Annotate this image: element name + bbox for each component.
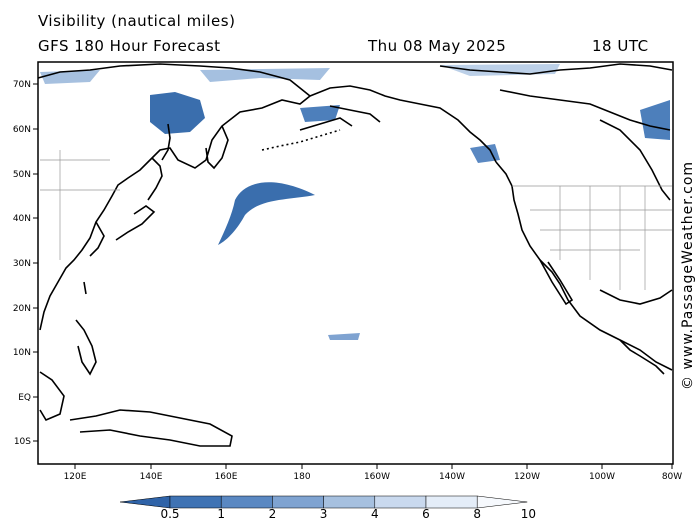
forecast-time: 18 UTC xyxy=(592,37,649,55)
lon-label: 80W xyxy=(662,472,682,482)
lat-label: EQ xyxy=(18,393,31,403)
lat-label: 70N xyxy=(13,80,31,90)
colorbar-arrow-high xyxy=(476,495,528,509)
coastlines xyxy=(37,63,673,447)
forecast-date: Thu 08 May 2025 xyxy=(368,37,507,55)
colorbar-label: 2 xyxy=(268,507,277,521)
colorbar-box xyxy=(272,495,324,509)
colorbar-box xyxy=(374,495,427,509)
lon-label: 160W xyxy=(364,472,390,482)
colorbar xyxy=(119,495,528,509)
colorbar-label: 10 xyxy=(520,507,537,521)
map-frame xyxy=(37,61,674,465)
longitude-axis: 120E 140E 160E 180 160W 140W 120W 100W 8… xyxy=(64,464,682,482)
colorbar-label: 3 xyxy=(319,507,328,521)
lon-label: 120W xyxy=(514,472,540,482)
lat-label: 30N xyxy=(13,259,31,269)
latitude-axis: 70N 60N 50N 40N 30N 20N 10N EQ 10S xyxy=(13,80,38,447)
visibility-patch-alaska-west xyxy=(300,105,340,122)
colorbar-box xyxy=(220,495,273,509)
visibility-patch-hudson xyxy=(640,100,670,140)
low-visibility-areas xyxy=(40,64,670,340)
lon-label: 140W xyxy=(439,472,465,482)
colorbar-box xyxy=(425,495,478,509)
lat-label: 10N xyxy=(13,348,31,358)
lon-label: 100W xyxy=(589,472,615,482)
visibility-patch-arctic-east xyxy=(440,64,560,76)
lon-label: 160E xyxy=(215,472,238,482)
visibility-patch-tropical xyxy=(328,333,360,340)
colorbar-box xyxy=(323,495,376,509)
colorbar-label: 4 xyxy=(370,507,379,521)
political-borders xyxy=(40,150,672,290)
visibility-patch-arctic xyxy=(200,68,330,82)
colorbar-label: 0.5 xyxy=(160,507,180,521)
lat-label: 20N xyxy=(13,304,31,314)
lon-label: 180 xyxy=(293,472,310,482)
credit-text: © www.PassageWeather.com xyxy=(680,160,696,390)
map-title: Visibility (nautical miles) xyxy=(38,12,236,30)
lon-label: 120E xyxy=(64,472,87,482)
colorbar-label: 6 xyxy=(422,507,430,521)
lon-label: 140E xyxy=(140,472,163,482)
visibility-patch-siberia xyxy=(150,92,205,134)
lat-label: 60N xyxy=(13,125,31,135)
visibility-patch-gulf-alaska xyxy=(470,144,500,163)
forecast-model: GFS 180 Hour Forecast xyxy=(38,37,221,55)
lat-label: 10S xyxy=(14,437,31,447)
visibility-patch-north-pacific xyxy=(218,182,315,245)
colorbar-label: 8 xyxy=(473,507,482,521)
lat-label: 40N xyxy=(13,214,31,224)
lat-label: 50N xyxy=(13,170,31,180)
colorbar-label: 1 xyxy=(217,507,226,521)
